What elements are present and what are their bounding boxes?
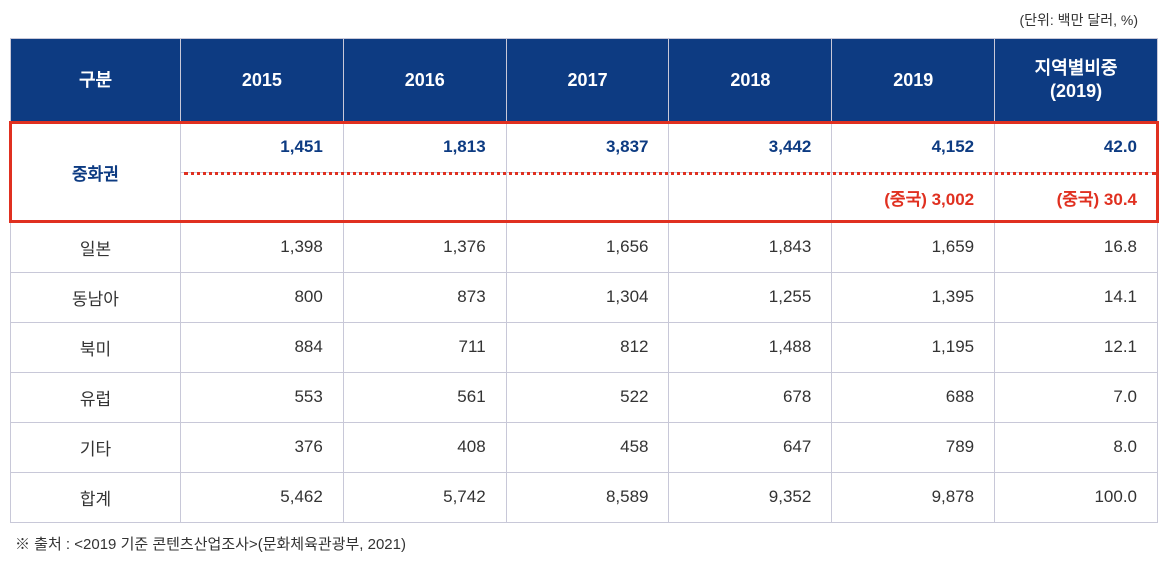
table-row: 유럽5535615226786887.0 <box>11 372 1158 422</box>
table-row-sub: (중국) 3,002 (중국) 30.4 <box>11 172 1158 222</box>
table-row: 동남아8008731,3041,2551,39514.1 <box>11 272 1158 322</box>
cell-value: 678 <box>669 372 832 422</box>
table-row: 북미8847118121,4881,19512.1 <box>11 322 1158 372</box>
cell-value: 884 <box>181 322 344 372</box>
header-2015: 2015 <box>181 39 344 123</box>
cell-value: 100.0 <box>995 472 1158 522</box>
cell-value: 800 <box>181 272 344 322</box>
cell-category: 합계 <box>11 472 181 522</box>
cell-empty <box>181 172 344 222</box>
table-row: 기타3764084586477898.0 <box>11 422 1158 472</box>
header-2017: 2017 <box>506 39 669 123</box>
unit-label: (단위: 백만 달러, %) <box>10 10 1158 30</box>
cell-value: 14.1 <box>995 272 1158 322</box>
cell-value: 711 <box>343 322 506 372</box>
cell-value: 561 <box>343 372 506 422</box>
cell-value: 9,878 <box>832 472 995 522</box>
cell-value: 522 <box>506 372 669 422</box>
cell-value: 1,376 <box>343 222 506 272</box>
cell-value: 458 <box>506 422 669 472</box>
cell-value: 1,843 <box>669 222 832 272</box>
cell-value: 812 <box>506 322 669 372</box>
cell-value: 873 <box>343 272 506 322</box>
cell-value: 8,589 <box>506 472 669 522</box>
cell-value: 1,398 <box>181 222 344 272</box>
cell-value: 553 <box>181 372 344 422</box>
cell-value: 1,255 <box>669 272 832 322</box>
cell-empty <box>343 172 506 222</box>
cell-value: 5,462 <box>181 472 344 522</box>
cell-value: 12.1 <box>995 322 1158 372</box>
header-2018: 2018 <box>669 39 832 123</box>
cell-value: 688 <box>832 372 995 422</box>
cell-value: 3,837 <box>506 122 669 172</box>
header-2019: 2019 <box>832 39 995 123</box>
cell-value: 1,195 <box>832 322 995 372</box>
cell-value: 647 <box>669 422 832 472</box>
cell-category: 북미 <box>11 322 181 372</box>
header-text: (2019) <box>1050 81 1102 101</box>
table-wrapper: 구분 2015 2016 2017 2018 2019 지역별비중(2019) … <box>10 38 1158 523</box>
table-row-highlight: 중화권 1,451 1,813 3,837 3,442 4,152 42.0 <box>11 122 1158 172</box>
cell-category: 기타 <box>11 422 181 472</box>
cell-value: 4,152 <box>832 122 995 172</box>
cell-value: 1,659 <box>832 222 995 272</box>
cell-value: 408 <box>343 422 506 472</box>
cell-category: 유럽 <box>11 372 181 422</box>
header-2016: 2016 <box>343 39 506 123</box>
table-row: 합계5,4625,7428,5899,3529,878100.0 <box>11 472 1158 522</box>
cell-value: 376 <box>181 422 344 472</box>
cell-value-china: (중국) 3,002 <box>832 172 995 222</box>
cell-value: 16.8 <box>995 222 1158 272</box>
cell-value: 42.0 <box>995 122 1158 172</box>
cell-value: 7.0 <box>995 372 1158 422</box>
cell-value: 8.0 <box>995 422 1158 472</box>
cell-value: 1,656 <box>506 222 669 272</box>
header-share: 지역별비중 (2019) <box>995 39 1158 123</box>
cell-empty <box>669 172 832 222</box>
cell-category: 중화권 <box>11 122 181 222</box>
cell-value: 3,442 <box>669 122 832 172</box>
cell-value: 1,395 <box>832 272 995 322</box>
cell-value: 1,304 <box>506 272 669 322</box>
cell-value: 1,451 <box>181 122 344 172</box>
cell-value: 9,352 <box>669 472 832 522</box>
data-table: 구분 2015 2016 2017 2018 2019 지역별비중(2019) … <box>10 38 1158 523</box>
cell-value: 1,813 <box>343 122 506 172</box>
cell-empty <box>506 172 669 222</box>
header-category: 구분 <box>11 39 181 123</box>
header-row: 구분 2015 2016 2017 2018 2019 지역별비중 (2019) <box>11 39 1158 123</box>
source-note: ※ 출처 : <2019 기준 콘텐츠산업조사>(문화체육관광부, 2021) <box>10 533 1158 554</box>
header-text: 지역별비중 <box>1035 58 1118 78</box>
cell-value: 1,488 <box>669 322 832 372</box>
cell-category: 일본 <box>11 222 181 272</box>
table-row: 일본1,3981,3761,6561,8431,65916.8 <box>11 222 1158 272</box>
cell-category: 동남아 <box>11 272 181 322</box>
cell-value: 5,742 <box>343 472 506 522</box>
cell-value: 789 <box>832 422 995 472</box>
cell-value-china: (중국) 30.4 <box>995 172 1158 222</box>
